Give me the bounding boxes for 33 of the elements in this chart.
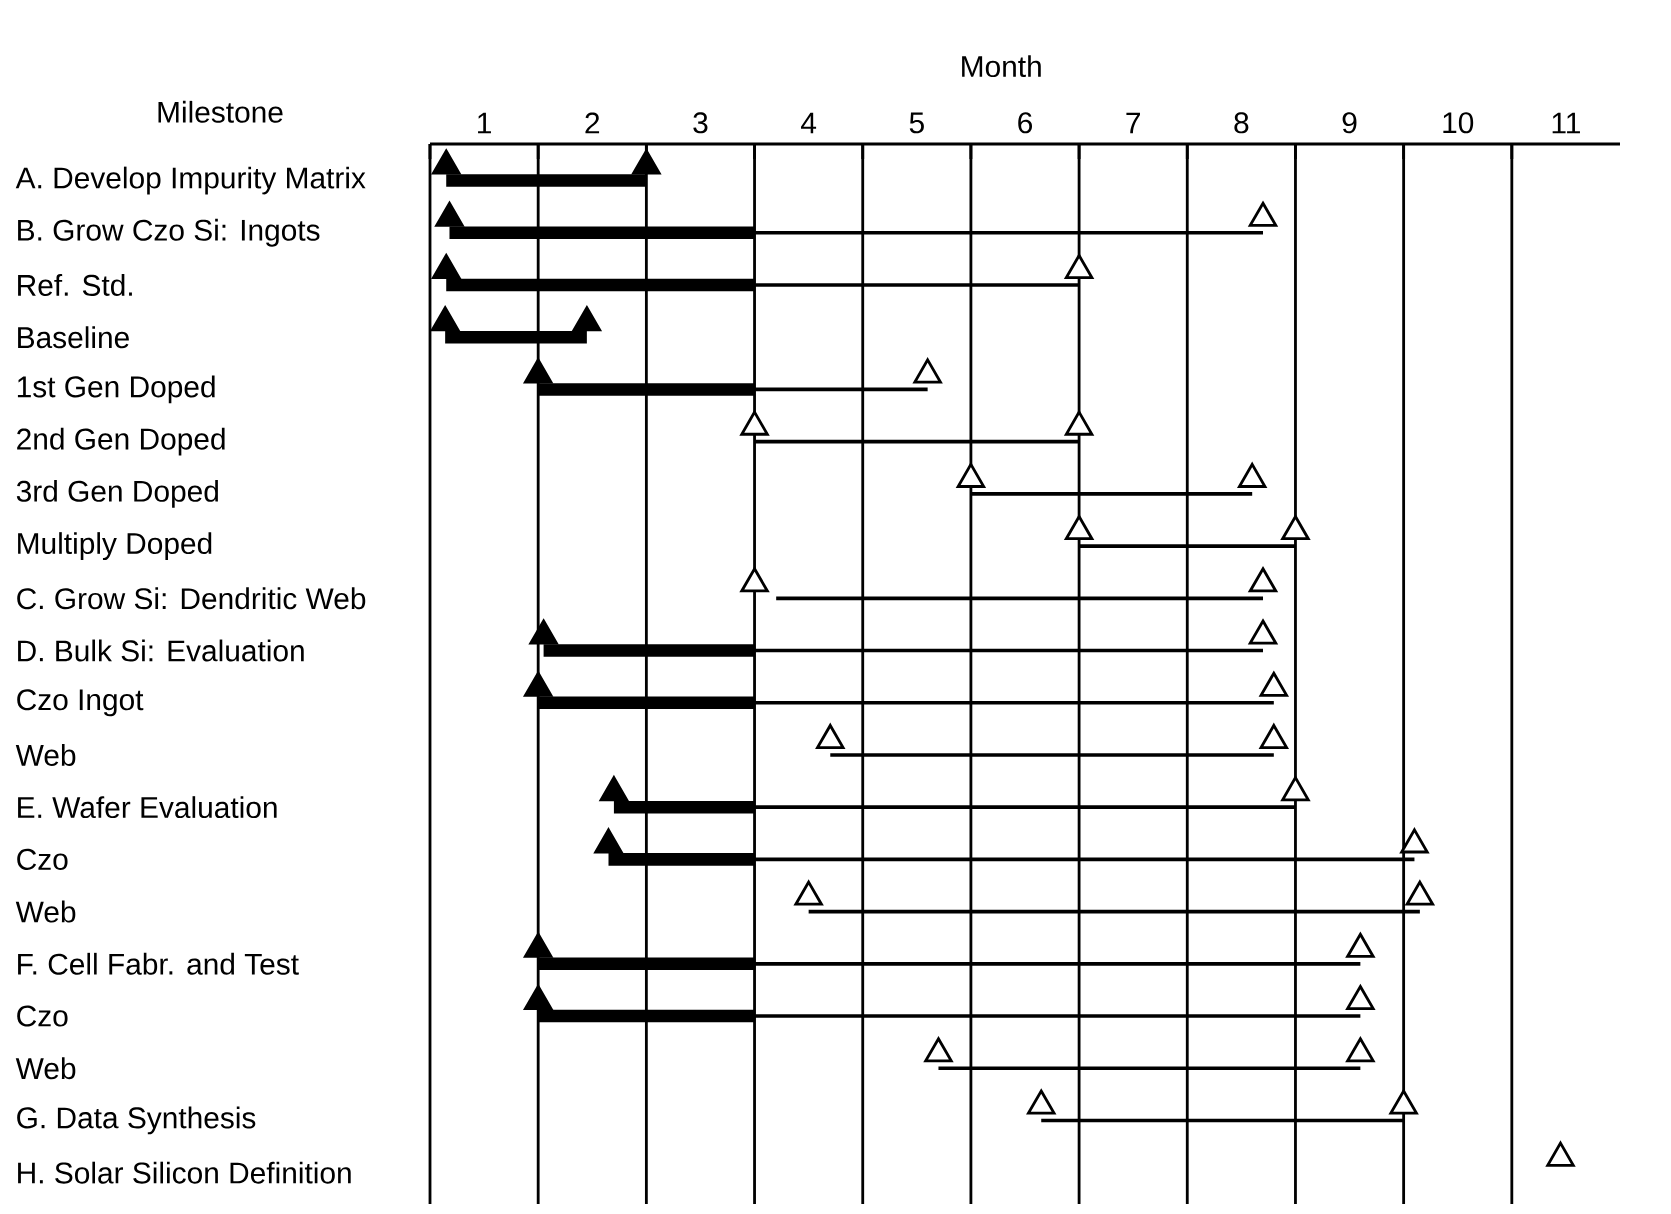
y-tick-label: Ref. Std. (18, 274, 132, 296)
x-tick-label: 4 (800, 112, 817, 134)
y-tick-label: Baseline (18, 326, 129, 349)
x-tick-label: 8 (1234, 112, 1249, 134)
y-axis-title: Milestone (158, 100, 283, 123)
x-tick-label: 1 (478, 112, 491, 134)
y-tick-label: H. Solar Silicon Definition (18, 1161, 351, 1184)
y-tick-label: A. Develop Impurity Matrix (15, 166, 366, 195)
x-tick-label: 11 (1552, 112, 1580, 134)
y-tick-label: Czo Ingot (17, 689, 144, 717)
y-tick-label: 3rd Gen Doped (16, 479, 218, 508)
y-tick-label: Web (15, 743, 76, 766)
y-tick-label: 2nd Gen Doped (17, 427, 225, 456)
y-tick-label: Czo (17, 848, 68, 870)
y-tick-label: C. Grow Si: Dendritic Web (17, 587, 366, 610)
x-tick-label: 6 (1018, 112, 1033, 134)
y-tick-label: G. Data Synthesis (17, 1106, 256, 1135)
y-tick-label: E. Wafer Evaluation (18, 796, 277, 819)
y-tick-label: Multiply Doped (18, 532, 212, 560)
y-tick-label: 1st Gen Doped (17, 375, 215, 404)
x-axis-title: Month (962, 55, 1041, 78)
x-tick-label: 3 (693, 112, 708, 134)
y-tick-label: D. Bulk Si: Evaluation (18, 639, 304, 662)
y-tick-label: F. Cell Fabr. and Test (18, 952, 299, 975)
x-tick-label: 7 (1126, 112, 1140, 134)
y-tick-label: B. Grow Czo Si: Ingots (18, 218, 320, 247)
y-tick-label: Czo (17, 1005, 68, 1027)
x-tick-label: 10 (1443, 112, 1474, 134)
x-tick-label: 9 (1342, 112, 1357, 134)
x-tick-label: 5 (909, 112, 924, 134)
y-tick-label: Web (15, 1057, 76, 1080)
x-tick-label: 2 (585, 112, 600, 134)
y-tick-label: Web (15, 900, 76, 923)
